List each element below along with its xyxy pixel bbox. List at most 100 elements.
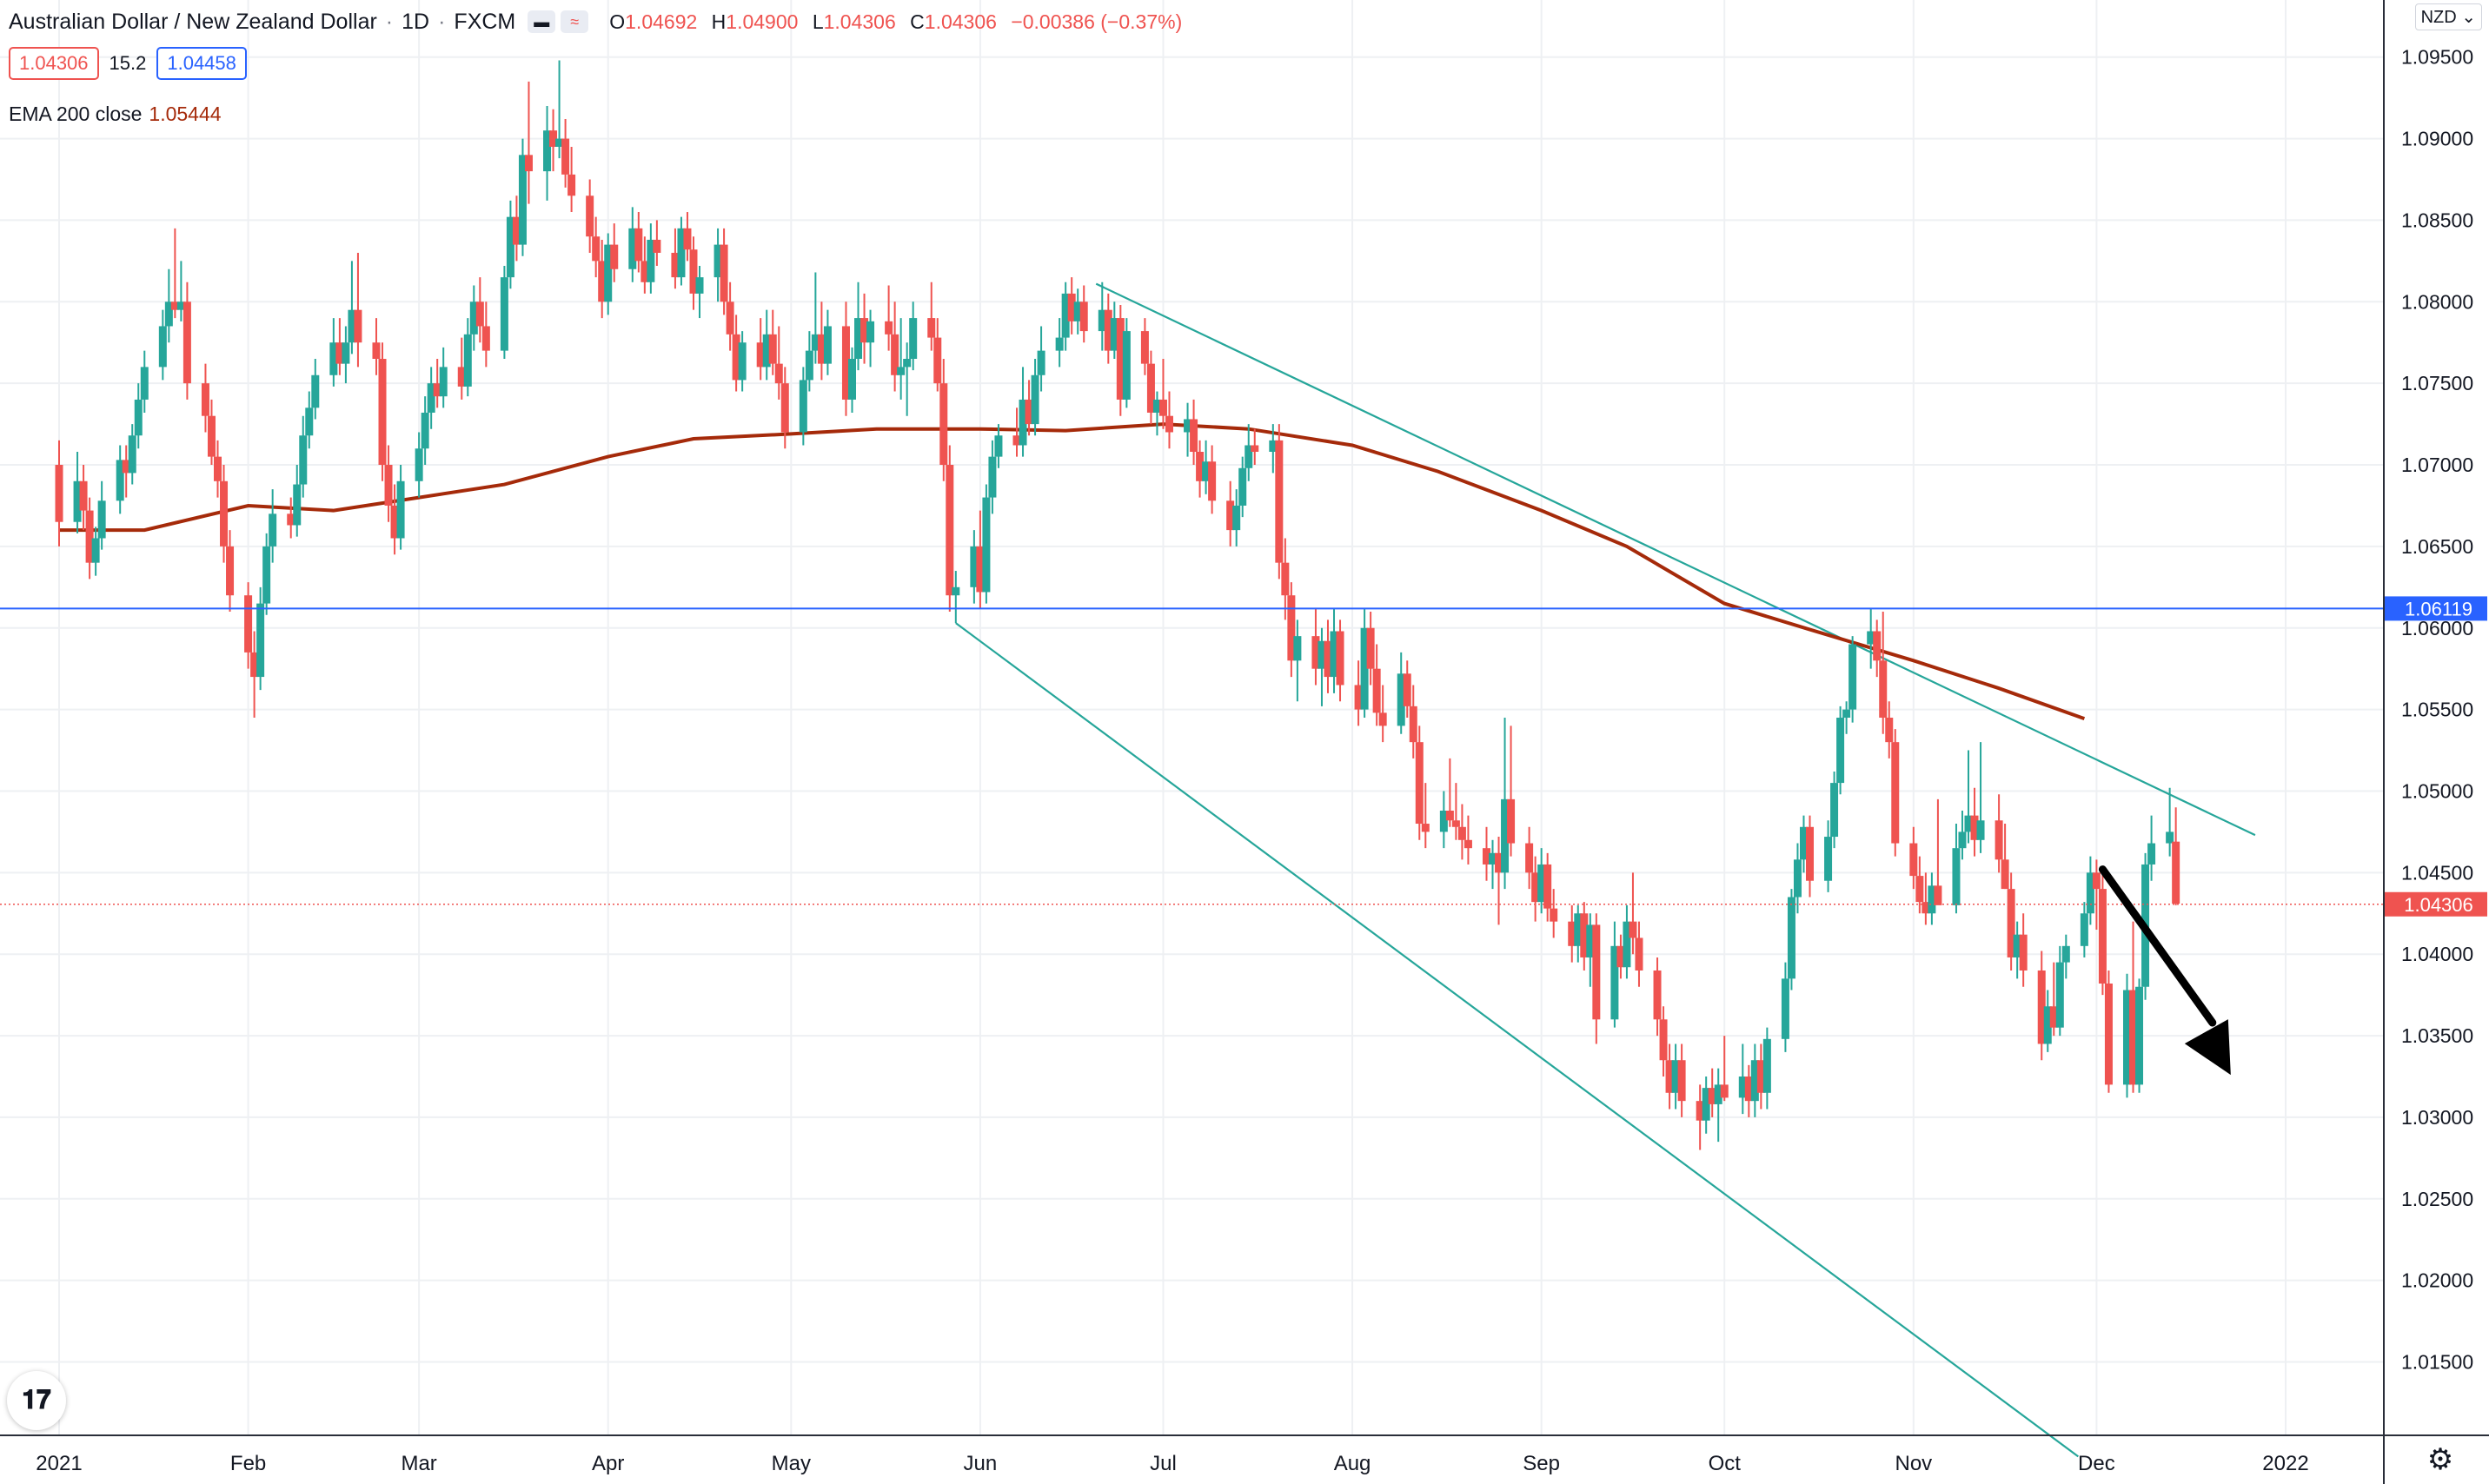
candle-body — [207, 415, 216, 457]
candle-body — [79, 480, 88, 511]
candle-body — [1269, 440, 1278, 453]
exchange-label: FXCM — [454, 9, 516, 34]
candle-body — [1287, 595, 1296, 661]
candle-body — [817, 334, 826, 364]
candle-body — [457, 367, 466, 387]
candle-body — [982, 497, 991, 593]
candle-body — [1659, 1019, 1668, 1061]
candle-body — [768, 334, 777, 364]
candle-body — [939, 383, 948, 466]
candle-body — [1507, 798, 1516, 844]
down-arrow-annotation[interactable] — [2098, 865, 2231, 1076]
candle-body — [1550, 908, 1558, 922]
y-tick-label: 1.02000 — [2401, 1269, 2473, 1292]
candle-body — [866, 321, 875, 343]
support-price-label: 1.06119 — [2405, 598, 2472, 619]
y-tick-label: 1.08000 — [2401, 290, 2473, 313]
x-tick-label: 2022 — [2262, 1452, 2308, 1475]
candle-body — [170, 301, 179, 310]
candle-body — [634, 228, 643, 262]
separator: · — [438, 9, 446, 34]
symbol-title[interactable]: Australian Dollar / New Zealand Dollar — [9, 9, 377, 34]
candle-body — [1360, 627, 1369, 710]
candle-body — [220, 480, 229, 547]
candle-body — [506, 216, 514, 278]
candle-body — [396, 480, 405, 539]
interval-label[interactable]: 1D — [402, 9, 430, 34]
candle-body — [774, 363, 783, 384]
candle-body — [2147, 843, 2156, 865]
candle-body — [1451, 820, 1460, 827]
candle-body — [610, 244, 619, 269]
candle-body — [421, 412, 429, 449]
candle-body — [1067, 293, 1076, 321]
candle-body — [2055, 962, 2064, 1028]
candle-body — [469, 301, 478, 335]
candle-body — [726, 301, 734, 335]
candle-body — [683, 228, 692, 250]
candle-body — [1184, 419, 1192, 433]
x-tick-label: Jul — [1150, 1452, 1177, 1475]
candle-body — [2007, 889, 2015, 957]
candle-body — [1366, 627, 1375, 669]
candle-body — [2098, 889, 2107, 984]
candle-body — [1781, 978, 1789, 1039]
candle-body — [885, 321, 893, 335]
candles — [55, 60, 2180, 1150]
candle-body — [1653, 970, 1662, 1020]
candle-body — [720, 244, 728, 302]
candle-body — [1934, 885, 1942, 905]
candle-body — [805, 350, 813, 381]
candle-body — [695, 277, 704, 294]
candle-body — [970, 546, 979, 587]
buy-price-button[interactable]: 1.04458 — [156, 47, 247, 80]
y-tick-label: 1.02500 — [2401, 1188, 2473, 1210]
candle-body — [952, 586, 960, 596]
candle-body — [1574, 913, 1583, 946]
candle-body — [128, 435, 136, 474]
candle-body — [2043, 1006, 2052, 1044]
candle-body — [1025, 399, 1033, 425]
candle-body — [2135, 986, 2144, 1085]
candle-body — [1720, 1084, 1729, 1098]
y-tick-label: 1.04000 — [2401, 943, 2473, 965]
candle-body — [1922, 902, 1930, 914]
y-tick-label: 1.07000 — [2401, 454, 2473, 476]
candle-body — [1336, 631, 1344, 686]
indicator-legend[interactable]: EMA 200 close 1.05444 — [9, 103, 222, 126]
candle-body — [1152, 399, 1161, 413]
candle-body — [183, 301, 191, 384]
candle-body — [1238, 467, 1247, 506]
candle-body — [1037, 350, 1045, 375]
candle-body — [860, 318, 869, 343]
candle-body — [1073, 301, 1082, 321]
candle-body — [1830, 783, 1839, 838]
ohlc-values: O1.04692 H1.04900 L1.04306 C1.04306 −0.0… — [609, 10, 1183, 33]
currency-selector[interactable]: NZD ⌄ — [2414, 3, 2482, 30]
wave-icon[interactable]: ≈ — [561, 10, 589, 33]
candle-body — [1110, 318, 1118, 351]
minus-icon[interactable]: ▬ — [528, 10, 556, 33]
candle-body — [1208, 461, 1217, 501]
candle-body — [329, 342, 338, 375]
y-tick-label: 1.06000 — [2401, 617, 2473, 639]
candle-body — [481, 326, 490, 351]
candle-body — [512, 216, 521, 245]
horizontal-level[interactable]: 1.06119 1.04306 — [0, 596, 2487, 917]
candle-body — [677, 228, 686, 278]
y-tick-label: 1.05500 — [2401, 699, 2473, 721]
candle-body — [1909, 843, 1918, 877]
candle-body — [1867, 631, 1875, 645]
candle-body — [811, 334, 820, 351]
sell-price-button[interactable]: 1.04306 — [9, 47, 99, 80]
candle-body — [598, 261, 607, 302]
gear-icon[interactable]: ⚙ — [2426, 1443, 2454, 1476]
candle-body — [524, 155, 533, 172]
currency-label: NZD — [2420, 8, 2457, 27]
candle-body — [1970, 815, 1979, 840]
candle-body — [1799, 826, 1808, 860]
tradingview-logo-icon[interactable]: 𝟏𝟕 — [7, 1371, 66, 1430]
candle-body — [1629, 921, 1637, 938]
y-tick-label: 1.06500 — [2401, 535, 2473, 558]
